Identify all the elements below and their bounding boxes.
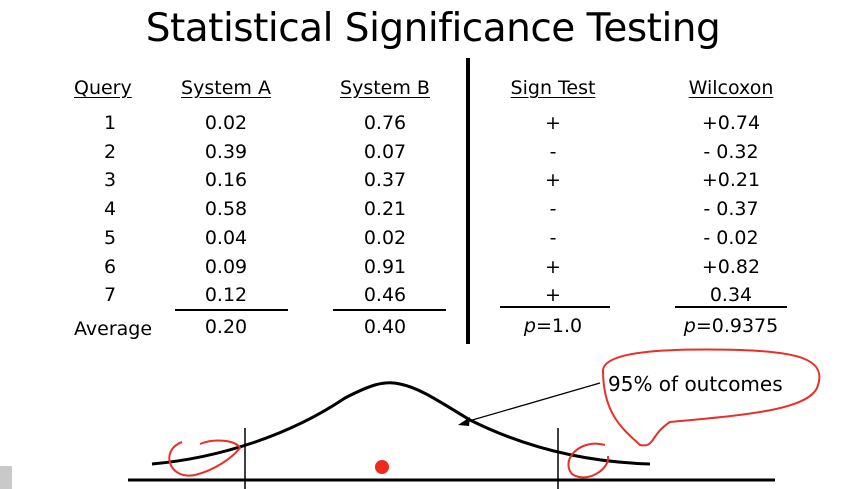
system-a-cell: 0.09	[204, 256, 248, 278]
system-b-cell: 0.76	[363, 112, 407, 134]
query-cell: 6	[103, 256, 117, 278]
header-system-b: System B	[340, 77, 430, 99]
distribution-drawing	[128, 348, 821, 489]
average-system-a: 0.20	[204, 316, 248, 338]
wilcoxon-p-value: p=0.9375	[670, 315, 792, 337]
average-label: Average	[74, 318, 153, 340]
wilcoxon-cell: - 0.37	[703, 198, 759, 220]
annotation-text: 95% of outcomes	[608, 372, 783, 396]
sign-cell: -	[549, 227, 557, 249]
arrow-head	[458, 417, 470, 426]
right-tail-circle	[567, 442, 610, 479]
wilcoxon-cell: 0.34	[709, 284, 753, 306]
corner-tab	[0, 466, 12, 489]
query-cell: 4	[103, 198, 117, 220]
observed-dot	[375, 460, 389, 474]
table-divider	[466, 58, 470, 344]
sum-rule-sign-test	[500, 306, 610, 308]
query-cell: 2	[103, 141, 117, 163]
system-a-cell: 0.16	[204, 169, 248, 191]
header-system-a: System A	[181, 77, 271, 99]
normal-curve	[151, 381, 651, 466]
p-value: =0.9375	[695, 315, 779, 337]
annotation-circle	[601, 348, 821, 447]
average-system-b: 0.40	[363, 316, 407, 338]
system-a-cell: 0.02	[204, 112, 248, 134]
system-b-cell: 0.37	[363, 169, 407, 191]
header-query: Query	[74, 77, 132, 99]
sign-cell: +	[545, 284, 561, 306]
left-tail-circle	[168, 439, 242, 477]
system-a-cell: 0.12	[204, 284, 248, 306]
query-cell: 1	[103, 112, 117, 134]
system-b-cell: 0.02	[363, 227, 407, 249]
query-cell: 5	[103, 227, 117, 249]
system-a-cell: 0.58	[204, 198, 248, 220]
sum-rule-system-a	[175, 309, 288, 311]
system-b-cell: 0.07	[363, 141, 407, 163]
query-cell: 3	[103, 169, 117, 191]
wilcoxon-cell: +0.21	[701, 169, 761, 191]
system-a-cell: 0.39	[204, 141, 248, 163]
sum-rule-wilcoxon	[675, 306, 787, 308]
sum-rule-system-b	[333, 309, 446, 311]
sign-cell: +	[545, 112, 561, 134]
system-b-cell: 0.21	[363, 198, 407, 220]
wilcoxon-cell: +0.82	[701, 256, 761, 278]
header-wilcoxon: Wilcoxon	[688, 77, 774, 99]
p-letter: p	[523, 315, 536, 337]
p-letter: p	[683, 315, 696, 337]
wilcoxon-cell: - 0.32	[703, 141, 759, 163]
wilcoxon-cell: - 0.02	[703, 227, 759, 249]
slide-title: Statistical Significance Testing	[145, 6, 721, 51]
query-cell: 7	[103, 284, 117, 306]
sign-cell: +	[545, 256, 561, 278]
wilcoxon-cell: +0.74	[701, 112, 761, 134]
p-value: =1.0	[535, 315, 583, 337]
annotation-arrow	[461, 382, 601, 424]
header-sign-test: Sign Test	[510, 77, 596, 99]
sign-cell: +	[545, 169, 561, 191]
sign-cell: -	[549, 198, 557, 220]
sign-test-p-value: p=1.0	[492, 315, 614, 337]
system-b-cell: 0.46	[363, 284, 407, 306]
sign-cell: -	[549, 141, 557, 163]
system-b-cell: 0.91	[363, 256, 407, 278]
system-a-cell: 0.04	[204, 227, 248, 249]
